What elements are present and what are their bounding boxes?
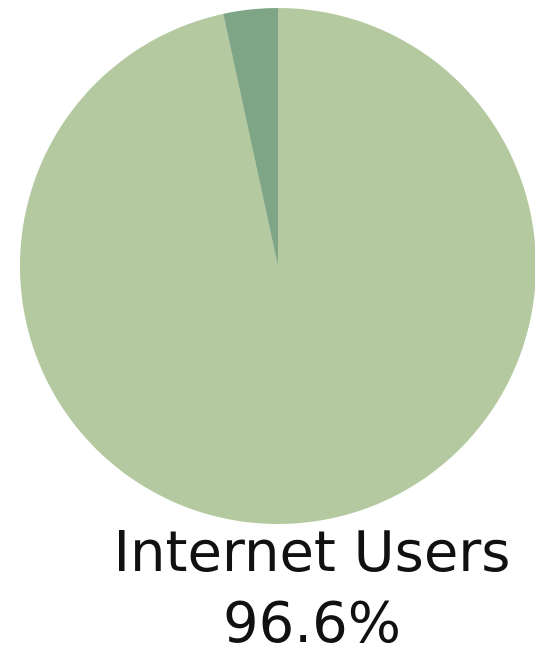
slice-value-internet-users: 96.6% xyxy=(223,591,401,651)
pie-slice-1 xyxy=(223,7,278,266)
pie-slice-internet-users xyxy=(19,8,535,524)
pie-slices xyxy=(19,7,535,524)
slice-label-internet-users: Internet Users xyxy=(114,520,511,585)
